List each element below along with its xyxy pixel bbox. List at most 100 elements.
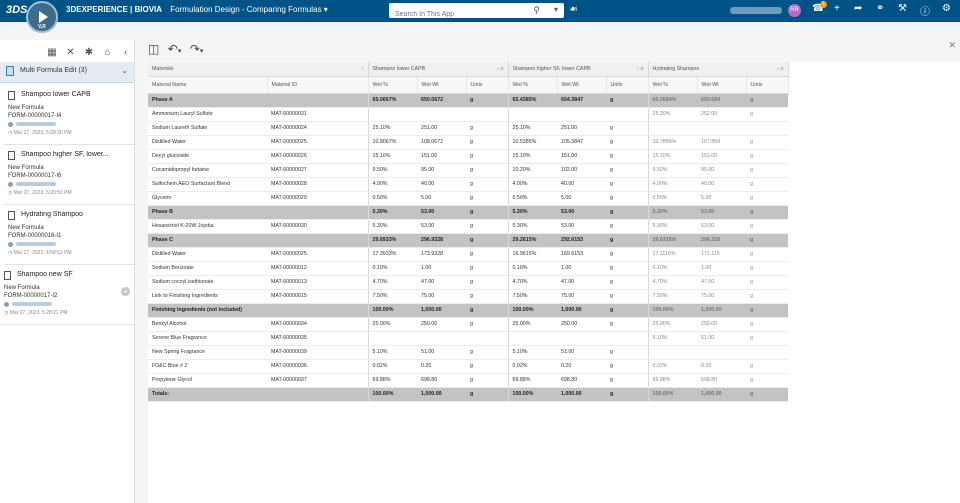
network-icon[interactable]: ⚭ <box>876 3 885 14</box>
formula-card[interactable]: Shampoo new SF New Formula FORM-00000017… <box>0 267 134 325</box>
column-header-units[interactable]: Units <box>606 76 649 94</box>
group-header-formula-3[interactable]: Hydrating Shampoo ‹ ≡ <box>648 62 789 77</box>
app-title[interactable]: 3DEXPERIENCE | BIOVIA Formulation Design… <box>66 5 328 14</box>
phase-row[interactable]: Phase B 5.30% 53.00 g 5.30% 53.00 g 5.30% 53.00 g <box>148 205 788 220</box>
column-header-name[interactable]: Material Name <box>148 76 268 94</box>
cell-name[interactable]: Phase A <box>148 93 267 108</box>
search-input[interactable] <box>389 7 519 22</box>
cell-id[interactable]: MAT-00000031 <box>267 107 369 122</box>
phase-row[interactable]: Totals: 100.00% 1,000.00 g 100.00% 1,000.00 g 1… <box>148 387 788 402</box>
cell-name[interactable]: Finishing Ingredients (not included) <box>148 303 267 318</box>
formula-card[interactable]: Hydrating Shampoo New Formula FORM-00000… <box>4 207 134 265</box>
table-row[interactable]: Propylene Glycol MAT-00000037 69.88% 698.80… <box>148 373 788 388</box>
cell-name[interactable]: Link to Finishing Ingredients <box>148 289 267 304</box>
group-header-formula-1[interactable]: Shampoo lower CAPB ‹ ≡ <box>368 62 509 77</box>
column-header-id[interactable]: Material ID <box>267 76 369 94</box>
table-row[interactable]: Serene Blue Fragrance MAT-00000035 5.10% 51… <box>148 331 788 346</box>
cell-name[interactable]: Sodium Laureth Sulfate <box>148 121 267 136</box>
columns-icon[interactable]: ◫ <box>148 42 160 56</box>
formula-card[interactable]: Shampoo higher SF, lower... New Formula … <box>4 147 134 205</box>
cell-name[interactable]: Sulfochem AEO Surfactant Blend <box>148 177 267 192</box>
chevron-down-icon[interactable]: ⌄ <box>121 66 128 75</box>
table-row[interactable]: Distilled Water MAT-00000025 10.8067% 108.0… <box>148 135 788 150</box>
table-row[interactable]: Sodium Benzoate MAT-00000012 0.10% 1.00 g 0.1… <box>148 261 788 276</box>
search-icon[interactable]: ⚲ <box>533 5 540 15</box>
column-header-wet-pct[interactable]: Wet % <box>368 76 418 94</box>
home-icon[interactable]: ⌂ <box>104 47 111 58</box>
share-icon[interactable]: ➦ <box>854 3 863 14</box>
cell-id[interactable] <box>267 387 369 402</box>
cell-name[interactable]: Sodium cocoyl isethionate <box>148 275 267 290</box>
cell-id[interactable]: MAT-00000025 <box>267 247 369 262</box>
cell-id[interactable]: MAT-00000037 <box>267 373 369 388</box>
cell-id[interactable]: MAT-00000012 <box>267 261 369 276</box>
cell-name[interactable]: Distilled Water <box>148 135 267 150</box>
compass-button[interactable]: V,R <box>26 1 58 33</box>
column-header-units[interactable]: Units <box>466 76 509 94</box>
cell-id[interactable]: MAT-00000027 <box>267 163 369 178</box>
cell-id[interactable]: MAT-00000035 <box>267 331 369 346</box>
group-header-formula-2[interactable]: Shampoo higher SF, lower CAPB ‹ ≡ <box>508 62 649 77</box>
chevron-down-icon[interactable]: ▾ <box>553 5 558 14</box>
cell-name[interactable]: Benzyl Alcohol <box>148 317 267 332</box>
grid-icon[interactable]: ▦ <box>47 47 57 58</box>
cell-name[interactable]: Serene Blue Fragrance <box>148 331 267 346</box>
cell-name[interactable]: Propylene Glycol <box>148 373 267 388</box>
table-row[interactable]: Cocamidopropyl betaine MAT-00000027 9.50% 9… <box>148 163 788 178</box>
phase-row[interactable]: Phase C 29.6933% 296.9328 g 29.2615% 292.6153… <box>148 233 788 248</box>
close-icon[interactable]: ✕ <box>948 40 956 50</box>
cell-id[interactable]: MAT-00000015 <box>267 289 369 304</box>
table-row[interactable]: Sulfochem AEO Surfactant Blend MAT-000000… <box>148 177 788 192</box>
add-icon[interactable]: + <box>834 3 840 14</box>
cell-id[interactable]: MAT-00000028 <box>267 177 369 192</box>
cell-name[interactable]: Phase B <box>148 205 267 220</box>
column-header-wet-wt[interactable]: Wet Wt <box>557 76 607 94</box>
cell-id[interactable]: MAT-00000034 <box>267 317 369 332</box>
table-row[interactable]: Hexanetriol K-20W Jojoba MAT-00000030 5.30… <box>148 219 788 234</box>
table-row[interactable]: Sodium cocoyl isethionate MAT-00000013 4.7… <box>148 275 788 290</box>
cell-id[interactable]: MAT-00000039 <box>267 345 369 360</box>
column-header-units[interactable]: Units <box>746 76 789 94</box>
settings-icon[interactable]: ⚙ <box>942 3 951 14</box>
close-icon[interactable]: ✕ <box>66 47 75 58</box>
undo-icon[interactable]: ↶▾ <box>167 42 182 56</box>
cell-name[interactable]: Hexanetriol K-20W Jojoba <box>148 219 267 234</box>
table-row[interactable]: Ammonium Lauryl Sulfate MAT-00000031 25.20… <box>148 107 788 122</box>
cell-id[interactable] <box>267 205 369 220</box>
help-icon[interactable]: ⓘ <box>920 7 930 18</box>
table-row[interactable]: FD&C Blue # 2 MAT-00000036 0.02% 0.20 g 0.02%… <box>148 359 788 374</box>
cell-name[interactable]: Sodium Benzoate <box>148 261 267 276</box>
asterisk-icon[interactable]: ✱ <box>84 47 94 58</box>
tag-icon[interactable]: ☙ <box>569 4 578 15</box>
column-header-wet-wt[interactable]: Wet Wt <box>417 76 467 94</box>
cell-id[interactable] <box>267 233 369 248</box>
multi-formula-header[interactable]: Multi Formula Edit (3) ⌄ <box>0 62 134 83</box>
cell-name[interactable]: Phase C <box>148 233 267 248</box>
cell-id[interactable]: MAT-00000029 <box>267 191 369 206</box>
cell-name[interactable]: Totals: <box>148 387 267 402</box>
notifications-icon[interactable]: ☎ <box>812 3 825 14</box>
cell-id[interactable]: MAT-00000030 <box>267 219 369 234</box>
table-row[interactable]: Sodium Laureth Sulfate MAT-00000024 25.10%… <box>148 121 788 136</box>
tools-icon[interactable]: ⚒ <box>898 3 907 14</box>
cell-name[interactable]: Ammonium Lauryl Sulfate <box>148 107 267 122</box>
cell-name[interactable]: FD&C Blue # 2 <box>148 359 267 374</box>
table-row[interactable]: Glycerin MAT-00000029 0.50% 5.00 g 0.50% 5.00 g… <box>148 191 788 206</box>
formula-card[interactable]: Shampoo lower CAPB New Formula FORM-0000… <box>4 87 134 145</box>
cell-name[interactable]: Cocamidopropyl betaine <box>148 163 267 178</box>
group-header-materials[interactable]: Materials ‹ <box>148 62 369 77</box>
avatar[interactable]: RR <box>788 4 801 17</box>
collapse-icon[interactable]: ‹ <box>124 47 128 58</box>
cell-id[interactable]: MAT-00000026 <box>267 149 369 164</box>
redo-icon[interactable]: ↷▾ <box>189 42 204 56</box>
cell-name[interactable]: Decyl glucoside <box>148 149 267 164</box>
cell-name[interactable]: Distilled Water <box>148 247 267 262</box>
cell-id[interactable] <box>267 93 369 108</box>
user-name[interactable] <box>730 7 782 14</box>
table-row[interactable]: Distilled Water MAT-00000025 17.3933% 173.9… <box>148 247 788 262</box>
column-header-wet-pct[interactable]: Wet % <box>508 76 558 94</box>
cell-id[interactable]: MAT-00000013 <box>267 275 369 290</box>
column-header-wet-pct[interactable]: Wet % <box>648 76 698 94</box>
cell-name[interactable]: New Spring Fragrance <box>148 345 267 360</box>
phase-row[interactable]: Phase A 65.0067% 650.0672 g 65.4385% 654.3847… <box>148 93 788 108</box>
